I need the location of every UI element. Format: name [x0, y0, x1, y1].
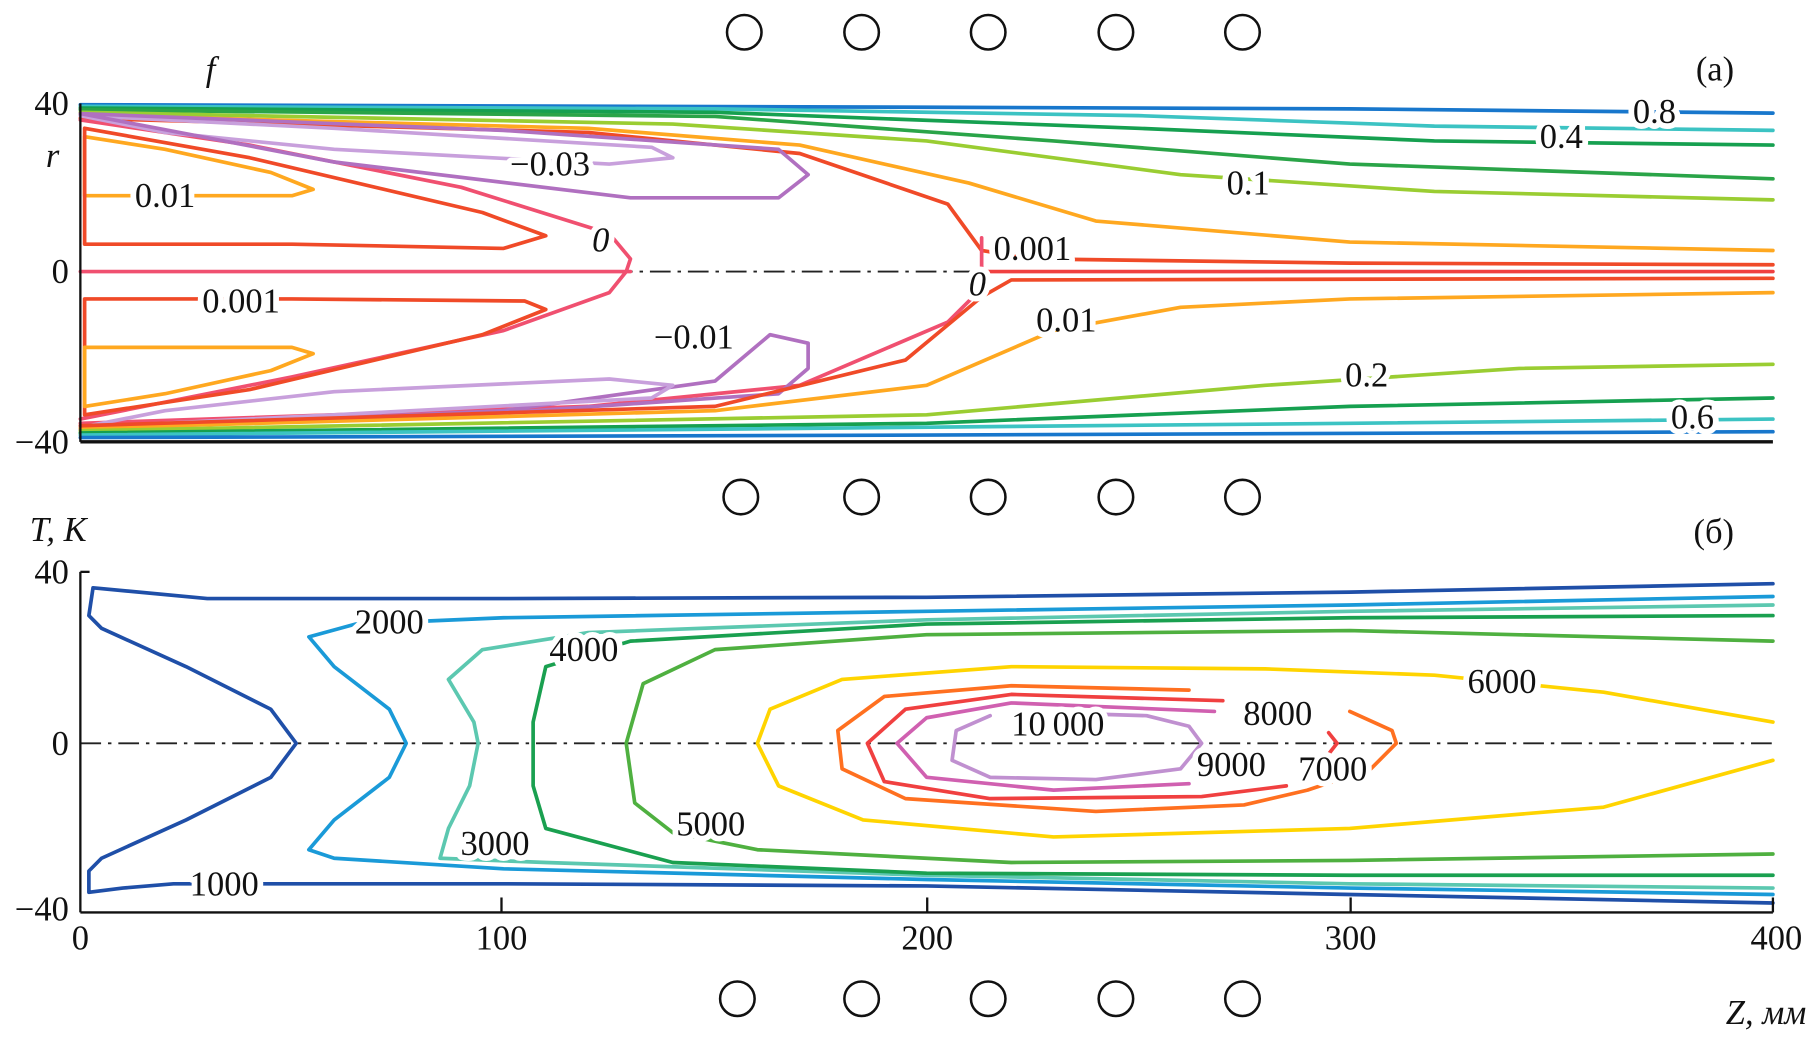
quantity-label-f: f	[206, 51, 220, 89]
contour-level-label: −0.01	[654, 318, 734, 356]
contour-line	[78, 110, 1775, 202]
contour-line	[78, 377, 675, 430]
coil-circle	[718, 980, 756, 1018]
contour-line	[78, 276, 1775, 428]
contour-level-label: 2000	[355, 603, 424, 641]
y-axis-label-r: r	[46, 137, 60, 175]
contour-level-label: 7000	[1298, 750, 1367, 788]
coil-circle	[969, 980, 1007, 1018]
contour-level-label: 0.4	[1540, 118, 1583, 156]
contour-level-label: 0.01	[1036, 301, 1096, 339]
contour-line	[78, 111, 810, 200]
contour-level-label: 0.001	[994, 230, 1072, 268]
contour-line	[78, 396, 1775, 435]
contour-line	[82, 126, 548, 251]
contour-line	[78, 429, 1775, 440]
coil-circle	[843, 980, 881, 1018]
panel-label-b: (б)	[1694, 513, 1735, 551]
contour-line	[87, 581, 1775, 905]
coil-circle	[722, 478, 760, 516]
contour-line	[624, 628, 1775, 865]
contour-line	[78, 106, 1775, 147]
contour-line	[1326, 730, 1339, 756]
contour-level-label: 4000	[549, 631, 618, 669]
coil-circle	[843, 478, 881, 516]
coil-circle	[1223, 980, 1262, 1018]
contour-level-label: 0.1	[1227, 165, 1270, 203]
x-tick-label: 0	[72, 919, 89, 957]
coil-circle	[725, 13, 763, 51]
contour-line	[78, 290, 1775, 431]
contour-level-label: −0.03	[510, 146, 590, 184]
contour-level-label: 0.6	[1671, 398, 1714, 436]
x-axis-label: Z, мм	[1726, 994, 1806, 1032]
contour-level-label: 1000	[190, 865, 259, 903]
y-tick-label: 0	[52, 725, 69, 763]
contour-level-label: 5000	[676, 806, 745, 844]
coil-row-top	[725, 13, 1262, 51]
contour-line	[78, 116, 1775, 267]
contour-level-label: 3000	[461, 825, 530, 863]
contour-line	[438, 603, 1775, 890]
contour-level-label: 10 000	[1011, 706, 1104, 744]
y-tick-label: 0	[52, 253, 69, 291]
contour-level-label: 0.2	[1345, 356, 1388, 394]
contour-level-label: 0.8	[1633, 93, 1676, 131]
contour-line	[78, 107, 1775, 181]
panel-label-a: (a)	[1696, 51, 1734, 89]
contour-line	[895, 701, 1217, 792]
contour-line	[78, 112, 1775, 253]
y-tick-label: 40	[34, 553, 69, 591]
quantity-label-temperature: T, K	[30, 511, 89, 549]
coil-circle	[1223, 478, 1262, 516]
coil-row-bottom	[718, 980, 1262, 1018]
contour-line	[835, 683, 1399, 814]
coil-circle	[843, 13, 881, 51]
contour-line	[78, 102, 1775, 115]
contour-level-label: 0	[592, 221, 609, 259]
coil-circle	[1097, 980, 1135, 1018]
contour-level-label: 0.001	[202, 283, 280, 321]
y-tick-label: −40	[15, 423, 69, 461]
x-tick-label: 300	[1325, 919, 1377, 957]
contour-level-label: 0	[969, 266, 986, 304]
contour-level-label: 6000	[1468, 663, 1537, 701]
y-tick-label: −40	[15, 890, 69, 928]
y-tick-label: 40	[34, 85, 69, 123]
x-tick-label: 200	[901, 919, 953, 957]
contour-line	[950, 711, 1204, 782]
contour-line	[82, 345, 315, 409]
coil-circle	[1097, 478, 1135, 516]
contour-line	[78, 362, 1775, 433]
x-tick-label: 400	[1750, 919, 1802, 957]
contour-line	[78, 104, 1775, 133]
contour-line	[865, 692, 1289, 801]
contour-line	[82, 297, 548, 417]
coil-circle	[969, 478, 1007, 516]
contours-b: 1000 2000 3000 4000 5000 6000 7000 8000 9000 10 0…	[87, 581, 1775, 909]
contour-level-label: 9000	[1197, 746, 1266, 784]
x-tick-label: 100	[476, 919, 528, 957]
coil-circle	[1223, 13, 1262, 51]
contour-line	[78, 417, 1775, 437]
coil-circle	[1097, 13, 1135, 51]
contour-line	[531, 613, 1775, 878]
coil-circle	[969, 13, 1007, 51]
contour-line	[755, 664, 1775, 839]
contour-line	[307, 594, 1775, 897]
coil-row-middle	[722, 478, 1262, 516]
contour-level-label: 0.01	[135, 177, 195, 215]
contour-level-label: 8000	[1243, 695, 1312, 733]
